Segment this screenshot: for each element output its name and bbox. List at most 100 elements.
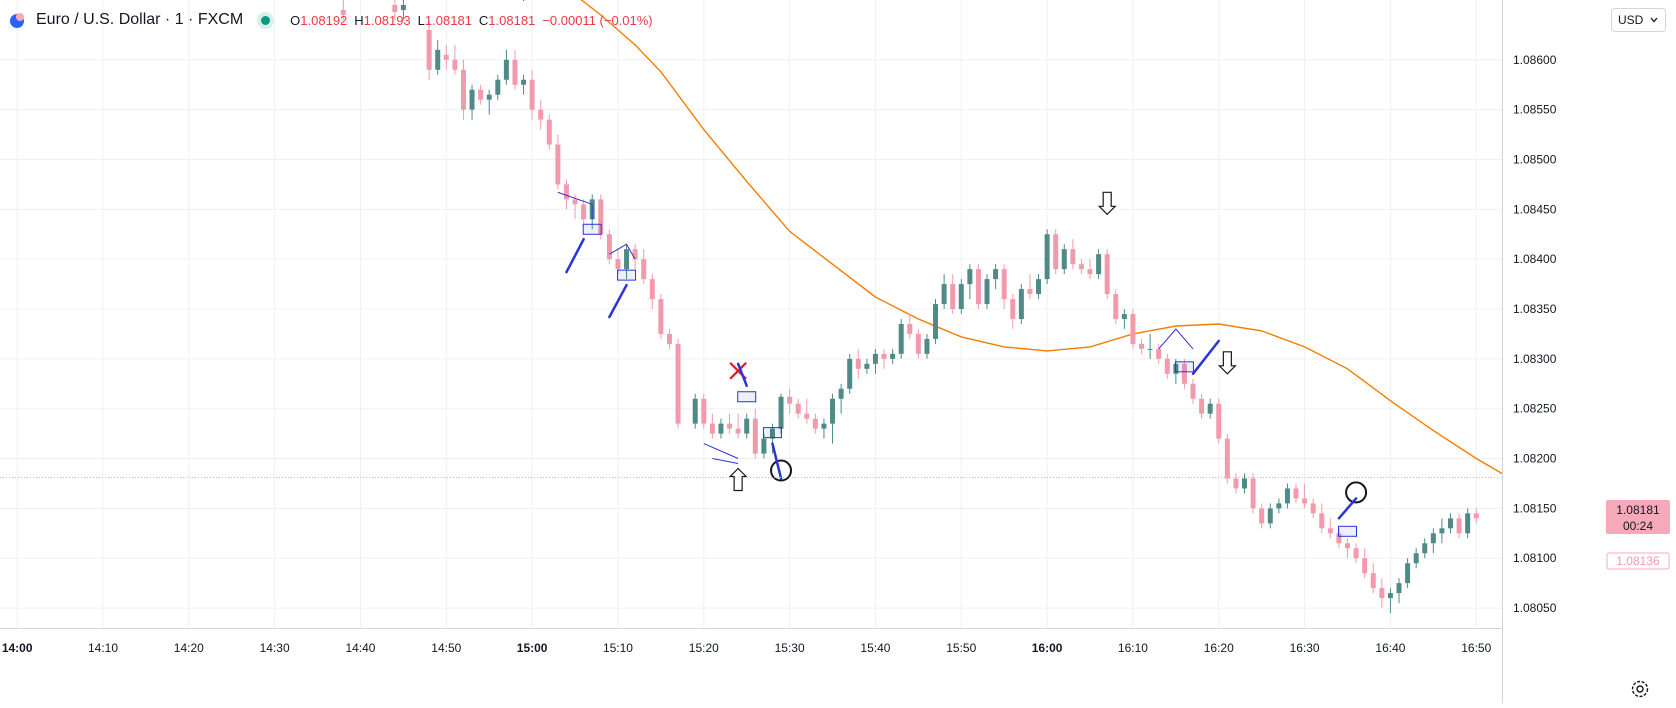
candle-body (1018, 289, 1024, 319)
circle-marker (1345, 481, 1368, 504)
candle-body (872, 353, 878, 364)
gear-icon[interactable] (1629, 678, 1651, 700)
y-tick-label: 1.08100 (1513, 551, 1557, 565)
candle (1113, 289, 1119, 324)
candle (1448, 513, 1454, 534)
candle (1224, 433, 1230, 484)
secondary-price-badge (1606, 552, 1670, 570)
box-marker (1174, 361, 1194, 373)
candle-body (752, 418, 758, 454)
candle (512, 49, 518, 90)
candle (898, 318, 904, 359)
candle (1018, 284, 1024, 324)
candle-body (632, 249, 638, 260)
fxcm-logo-icon (10, 13, 24, 28)
candle (1267, 503, 1273, 529)
candle (778, 393, 784, 434)
x-tick-label: 16:50 (1461, 641, 1491, 655)
current-price-label: 1.08181 (1616, 503, 1660, 517)
wedge-line (712, 458, 739, 464)
candle (1207, 398, 1213, 419)
candle-body (975, 269, 981, 305)
candle-body (1259, 508, 1265, 524)
wedge-line (557, 191, 593, 220)
candle (890, 348, 896, 364)
trend-line (565, 237, 585, 274)
x-tick-label: 15:00 (517, 641, 548, 655)
candle (675, 338, 681, 429)
candle (1284, 483, 1290, 509)
x-tick-label: 16:10 (1118, 641, 1148, 655)
candle (727, 413, 733, 434)
candle-body (1070, 249, 1076, 265)
chart-legend: Euro / U.S. Dollar · 1 · FXCM O1.08192 H… (8, 8, 653, 32)
candle (486, 89, 492, 115)
candle (1473, 508, 1479, 524)
candle-body (460, 69, 466, 110)
candle-body (1336, 533, 1342, 544)
candle (1078, 259, 1084, 275)
candle (787, 388, 793, 414)
candle (1370, 563, 1376, 594)
y-tick-label: 1.08500 (1513, 152, 1557, 166)
y-tick-label: 1.08600 (1513, 53, 1557, 67)
candle-body (1216, 403, 1222, 439)
candle-body (1139, 343, 1145, 349)
candle (1259, 503, 1265, 529)
candle-body (890, 353, 896, 359)
candle (546, 114, 552, 150)
candle-body (778, 396, 784, 429)
candle (958, 279, 964, 314)
candle-body (864, 363, 870, 369)
candle (735, 413, 741, 439)
candle-body (340, 9, 346, 15)
candle (855, 348, 861, 379)
candle-body (1044, 234, 1050, 280)
candle-body (1061, 249, 1067, 270)
y-tick-label: 1.08250 (1513, 402, 1557, 416)
candle (950, 274, 956, 314)
candle (1104, 249, 1110, 300)
candle (503, 49, 509, 85)
candle-body (1439, 528, 1445, 534)
candle-body (1104, 254, 1110, 295)
candle-body (426, 29, 432, 70)
candle (1061, 244, 1067, 275)
candle-body (478, 89, 484, 100)
candle (812, 413, 818, 434)
candle-body (821, 423, 827, 429)
candle-body (1319, 513, 1325, 529)
candle (460, 59, 466, 120)
wedge-line (609, 243, 636, 260)
candle (1027, 274, 1033, 300)
symbol-title[interactable]: Euro / U.S. Dollar · 1 · FXCM (36, 11, 244, 28)
candle-body (1345, 543, 1351, 549)
price-badges: 1.08181 00:24 1.08136 (1606, 500, 1670, 570)
candle-body (1353, 548, 1359, 559)
candle (709, 413, 715, 439)
candle-body (1087, 269, 1093, 275)
candle-body (641, 259, 647, 280)
x-tick-label: 16:30 (1290, 641, 1320, 655)
candle (941, 274, 947, 310)
candle-body (1164, 358, 1170, 374)
candle-body (950, 284, 956, 310)
candle-body (1121, 314, 1127, 319)
arrow-down-icon (1217, 351, 1237, 375)
candle-body (1387, 593, 1393, 599)
low-value: 1.08181 (424, 12, 472, 28)
currency-button[interactable]: USD (1611, 8, 1666, 32)
candle-body (1053, 234, 1059, 270)
candle (924, 333, 930, 359)
candle (967, 264, 973, 300)
candle-body (1078, 264, 1084, 270)
candle-body (1190, 383, 1196, 399)
candle (1242, 473, 1248, 494)
candle (1053, 229, 1059, 275)
y-tick-label: 1.08300 (1513, 352, 1557, 366)
candle-body (546, 119, 552, 145)
candle-body (812, 418, 818, 429)
candle-body (1310, 503, 1316, 514)
